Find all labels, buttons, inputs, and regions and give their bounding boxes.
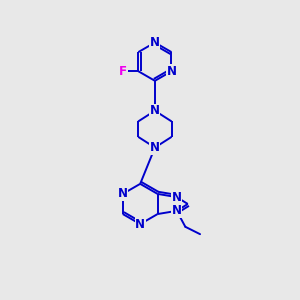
Text: N: N	[172, 190, 182, 204]
Text: N: N	[150, 104, 160, 117]
Text: N: N	[135, 218, 145, 231]
Text: N: N	[150, 141, 160, 154]
Text: F: F	[119, 65, 127, 78]
Text: N: N	[167, 65, 176, 78]
Text: N: N	[150, 36, 160, 49]
Text: N: N	[172, 204, 182, 218]
Text: N: N	[118, 188, 128, 200]
